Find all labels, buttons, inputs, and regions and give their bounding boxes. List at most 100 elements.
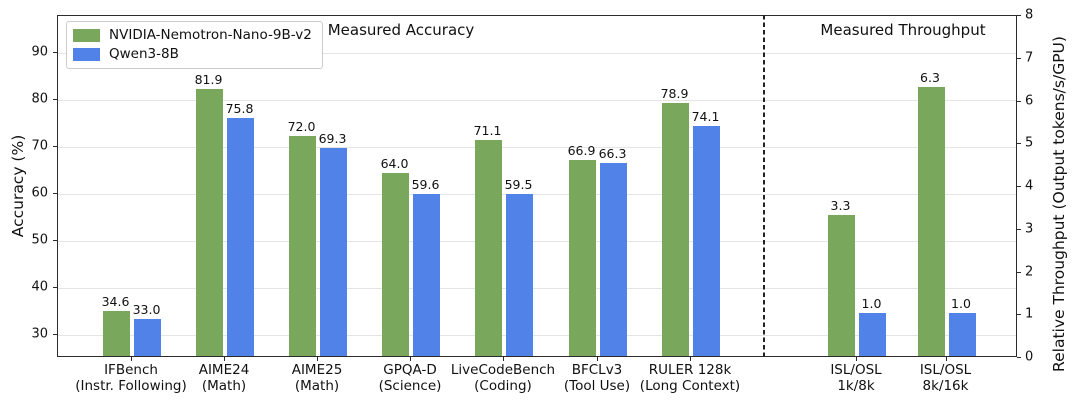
gridline xyxy=(58,287,1016,289)
left-y-tick-mark xyxy=(53,239,57,241)
right-y-tick-label: 0 xyxy=(1025,349,1034,365)
bar-value-label: 64.0 xyxy=(380,156,409,172)
bar-nemotron xyxy=(917,86,945,356)
legend: NVIDIA-Nemotron-Nano-9B-v2 Qwen3-8B xyxy=(66,21,323,69)
left-y-tick-label: 50 xyxy=(31,232,48,248)
x-tick-mark xyxy=(856,357,857,361)
x-category-label: IFBench (Instr. Following) xyxy=(75,362,187,394)
right-y-tick-label: 3 xyxy=(1025,221,1034,237)
x-category-label: RULER 128k (Long Context) xyxy=(640,362,740,394)
right-y-tick-label: 2 xyxy=(1025,264,1034,279)
x-tick-mark xyxy=(317,357,318,361)
x-category-label-line: GPQA-D xyxy=(383,362,437,378)
right-y-tick-label: 4 xyxy=(1025,178,1034,194)
left-y-tick-mark xyxy=(53,52,57,54)
bar-value-label: 3.3 xyxy=(830,197,851,213)
x-category-label: AIME24 (Math) xyxy=(199,362,250,394)
left-y-tick-label: 40 xyxy=(31,279,48,295)
left-y-tick-mark xyxy=(53,99,57,101)
right-y-tick-mark xyxy=(1017,57,1021,59)
bar-value-label: 33.0 xyxy=(132,301,161,317)
left-y-tick-label: 80 xyxy=(31,91,48,107)
bar-value-label: 6.3 xyxy=(920,69,940,85)
bar-value-label: 34.6 xyxy=(101,294,130,310)
bar-qwen xyxy=(134,318,161,356)
right-y-tick-mark xyxy=(1017,100,1021,102)
bar-value-label: 59.6 xyxy=(411,176,440,192)
gridline xyxy=(58,334,1016,336)
bar-value-label: 1.0 xyxy=(951,296,971,312)
section-separator-dashed-line xyxy=(763,15,765,357)
right-y-tick-label: 7 xyxy=(1025,50,1034,66)
left-y-tick-label: 60 xyxy=(31,185,48,201)
x-category-label-line: 8k/16k xyxy=(922,378,969,394)
right-y-tick-label: 1 xyxy=(1025,306,1034,322)
left-y-tick-label: 90 xyxy=(31,44,48,60)
x-tick-mark xyxy=(690,357,691,361)
bar-value-label: 71.1 xyxy=(473,123,502,139)
right-y-tick-label: 5 xyxy=(1025,135,1034,151)
right-y-tick-mark xyxy=(1017,271,1021,273)
plot-area xyxy=(57,15,1017,357)
x-category-label-line: 1k/8k xyxy=(837,378,875,394)
bar-value-label: 66.3 xyxy=(598,145,627,161)
bar-nemotron xyxy=(662,103,689,356)
bar-nemotron xyxy=(289,135,316,356)
x-tick-mark xyxy=(597,357,598,361)
bar-qwen xyxy=(413,193,440,356)
x-tick-mark xyxy=(410,357,411,361)
right-y-axis-title: Relative Throughput (Output tokens/s/GPU… xyxy=(1050,36,1068,372)
bar-qwen xyxy=(320,148,347,356)
legend-entry-nemotron: NVIDIA-Nemotron-Nano-9B-v2 xyxy=(73,28,312,43)
bar-value-label: 1.0 xyxy=(861,296,882,312)
left-y-tick-mark xyxy=(53,286,57,288)
bar-qwen xyxy=(600,162,627,356)
x-tick-mark xyxy=(224,357,225,361)
x-category-label: ISL/OSL 8k/16k xyxy=(920,362,971,394)
x-category-label: BFCLv3 (Tool Use) xyxy=(564,362,630,394)
bar-qwen xyxy=(693,125,720,356)
right-y-tick-label: 6 xyxy=(1025,93,1034,108)
x-category-label-line: ISL/OSL xyxy=(830,362,882,378)
right-y-tick-mark xyxy=(1017,228,1021,230)
legend-swatch-green xyxy=(73,29,100,42)
bar-value-label: 74.1 xyxy=(691,108,720,124)
x-category-label-line: (Science) xyxy=(378,378,442,394)
x-category-label-line: BFCLv3 xyxy=(571,362,623,378)
left-y-tick-label: 30 xyxy=(31,326,48,342)
x-category-label-line: (Tool Use) xyxy=(563,378,631,394)
x-category-label: ISL/OSL 1k/8k xyxy=(830,362,881,394)
left-y-tick-mark xyxy=(53,333,57,335)
bar-value-label: 69.3 xyxy=(318,131,347,147)
right-y-tick-mark xyxy=(1017,143,1021,145)
x-tick-mark xyxy=(131,357,132,361)
section-title-throughput: Measured Throughput xyxy=(820,21,986,39)
bar-qwen xyxy=(227,118,254,356)
right-y-tick-label: 8 xyxy=(1025,7,1034,23)
x-category-label-line: (Math) xyxy=(294,378,340,394)
legend-label: Qwen3-8B xyxy=(109,46,179,62)
legend-label: NVIDIA-Nemotron-Nano-9B-v2 xyxy=(109,27,312,43)
bar-nemotron xyxy=(103,311,130,356)
gridline xyxy=(58,240,1016,242)
bar-value-label: 78.9 xyxy=(660,86,689,102)
gridline xyxy=(58,53,1016,55)
x-category-label-line: LiveCodeBench xyxy=(450,362,556,378)
x-category-label-line: (Instr. Following) xyxy=(75,378,187,394)
x-category-label-line: IFBench xyxy=(104,362,158,378)
x-category-label-line: (Coding) xyxy=(474,378,532,394)
bar-value-label: 81.9 xyxy=(194,72,223,88)
bar-value-label: 72.0 xyxy=(287,118,316,134)
right-y-tick-mark xyxy=(1017,186,1021,187)
left-y-tick-mark xyxy=(53,193,57,195)
bar-nemotron xyxy=(475,140,502,356)
bar-qwen xyxy=(506,194,533,356)
x-tick-mark xyxy=(503,357,504,361)
x-category-label-line: AIME24 xyxy=(198,362,250,378)
x-category-label-line: AIME25 xyxy=(291,362,343,378)
x-tick-mark xyxy=(945,357,947,361)
x-category-label: LiveCodeBench (Coding) xyxy=(451,362,555,394)
right-y-tick-mark xyxy=(1017,314,1021,316)
right-y-tick-mark xyxy=(1017,15,1021,16)
